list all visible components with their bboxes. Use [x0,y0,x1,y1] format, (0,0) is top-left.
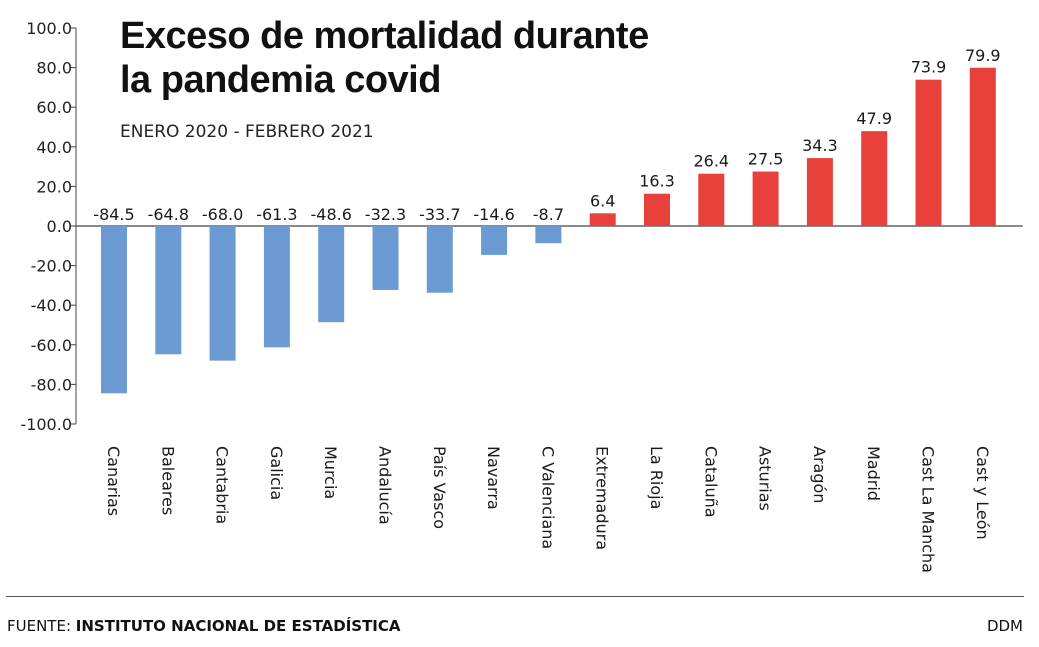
category-label: Murcia [321,446,340,499]
data-label: -68.0 [202,205,243,224]
data-label: -48.6 [310,205,351,224]
bar [535,226,562,244]
y-tick-label: 100.0 [26,19,72,38]
data-label: 26.4 [693,152,729,171]
category-label: Navarra [484,446,503,510]
data-label: 73.9 [911,58,947,77]
category-label: Cantabria [213,446,232,524]
bar [752,171,779,226]
source-name: INSTITUTO NACIONAL DE ESTADÍSTICA [75,617,401,635]
y-tick-label: 40.0 [36,138,72,157]
bar [209,226,236,361]
data-label: 6.4 [590,191,615,210]
data-label: -33.7 [419,205,460,224]
chart-subtitle: ENERO 2020 - FEBRERO 2021 [120,122,374,142]
category-label: C Valenciana [538,446,557,549]
y-tick-label: -40.0 [31,296,72,315]
data-label: -61.3 [256,205,297,224]
category-label: Andalucía [376,446,395,525]
data-label: 27.5 [748,150,784,169]
value-labels: -84.5 Canarias -64.8 Baleares -68.0 Cantabria… [93,46,1000,573]
chart-title: Exceso de mortalidad durante la pandemia… [120,14,649,102]
bar [698,173,725,226]
data-label: 16.3 [639,172,675,191]
bar [426,226,453,293]
category-label: Asturias [756,446,775,511]
y-tick-label: -20.0 [31,257,72,276]
data-label: -8.7 [533,205,564,224]
bar [155,226,182,355]
bar [644,193,670,226]
category-label: Baleares [158,446,177,515]
bar [101,226,127,394]
bars [101,67,996,394]
credit: DDM [986,617,1023,635]
bar [263,226,290,348]
category-label: Cataluña [701,446,720,518]
category-label: Cast y León [973,446,992,540]
y-tick-label: 60.0 [36,98,72,117]
category-label: Extremadura [593,446,612,550]
category-label: La Rioja [647,446,666,509]
bar [481,226,508,255]
data-label: -84.5 [93,205,134,224]
bar [372,226,399,290]
category-label: Canarias [104,446,123,516]
y-tick-label: 20.0 [36,177,72,196]
bar [969,67,996,226]
category-label: Aragón [810,446,829,503]
y-tick-label: 80.0 [36,59,72,78]
bar [318,226,345,323]
bar [915,79,942,226]
category-label: País Vasco [430,446,449,529]
bar [806,158,833,226]
y-tick-label: -100.0 [20,415,72,434]
data-label: -32.3 [365,205,406,224]
category-label: Cast La Mancha [919,446,938,573]
data-label: 34.3 [802,136,838,155]
data-label: 47.9 [856,109,892,128]
y-tick-label: -60.0 [31,336,72,355]
footer-divider [6,596,1024,597]
data-label: -14.6 [473,205,514,224]
chart-title-line-2: la pandemia covid [120,59,441,101]
category-label: Galicia [267,446,286,500]
bar [861,131,888,226]
chart-title-line-1: Exceso de mortalidad durante [120,15,649,57]
source-line: FUENTE: INSTITUTO NACIONAL DE ESTADÍSTIC… [7,617,401,635]
data-label: 79.9 [965,46,1001,65]
category-label: Madrid [864,446,883,501]
y-tick-label: -80.0 [31,375,72,394]
y-tick-label: 0.0 [47,217,72,236]
source-prefix: FUENTE: [7,617,76,635]
bar [589,213,616,226]
data-label: -64.8 [148,205,189,224]
